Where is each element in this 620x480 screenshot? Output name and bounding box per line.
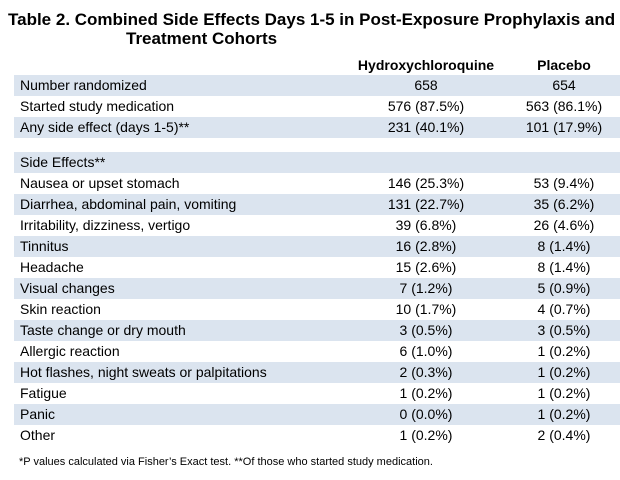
row-hcq-value: 2 (0.3%) [344,362,508,383]
row-placebo-value: 1 (0.2%) [508,404,620,425]
row-placebo-value: 1 (0.2%) [537,385,591,401]
table-title-line2: Treatment Cohorts [126,29,278,48]
table-row: Nausea or upset stomach 146 (25.3%) 53 (9.… [14,173,620,194]
table-row: Visual changes 7 (1.2%) 5 (0.9%) [14,278,620,299]
row-label: Headache [20,259,84,275]
row-label: Skin reaction [20,301,101,317]
row-hcq-value: 146 (25.3%) [387,175,465,191]
row-hcq-value: 231 (40.1%) [344,117,508,138]
table-row-any-side-effect: Any side effect (days 1-5)** 231 (40.1%)… [14,117,620,138]
row-placebo-value: 1 (0.2%) [508,362,620,383]
row-placebo-value: 53 (9.4%) [533,175,595,191]
row-placebo-value: 8 (1.4%) [508,236,620,257]
row-label: Irritability, dizziness, vertigo [20,217,191,233]
row-label: Hot flashes, night sweats or palpitation… [14,362,344,383]
row-label: Diarrhea, abdominal pain, vomiting [14,194,344,215]
table-row-started-medication: Started study medication 576 (87.5%) 563… [14,96,620,117]
row-label: Nausea or upset stomach [20,175,180,191]
header-label-cell [14,55,344,75]
row-hcq-value: 3 (0.5%) [344,320,508,341]
table-spacer-row [14,138,620,152]
row-placebo-value: 3 (0.5%) [508,320,620,341]
row-hcq-value: 6 (1.0%) [399,343,453,359]
row-label: Allergic reaction [20,343,120,359]
row-placebo-value: 654 [508,75,620,96]
row-hcq-value: 1 (0.2%) [399,385,453,401]
footnote: *P values calculated via Fisher’s Exact … [19,456,433,468]
row-placebo-value: 101 (17.9%) [508,117,620,138]
table-row: Hot flashes, night sweats or palpitation… [14,362,620,383]
table-row: Allergic reaction 6 (1.0%) 1 (0.2%) [14,341,620,362]
row-label: Taste change or dry mouth [14,320,344,341]
table-row: Diarrhea, abdominal pain, vomiting 131 (2… [14,194,620,215]
row-hcq-value: 15 (2.6%) [395,259,457,275]
row-placebo-value: 8 (1.4%) [537,259,591,275]
table-row: Tinnitus 16 (2.8%) 8 (1.4%) [14,236,620,257]
row-hcq-value: 576 (87.5%) [387,98,465,114]
row-label: Number randomized [14,75,344,96]
table-row: Irritability, dizziness, vertigo 39 (6.8%… [14,215,620,236]
table-row: Panic 0 (0.0%) 1 (0.2%) [14,404,620,425]
row-hcq-value: 16 (2.8%) [344,236,508,257]
row-label: Started study medication [20,98,175,114]
row-hcq-value: 658 [344,75,508,96]
row-hcq-value: 0 (0.0%) [344,404,508,425]
row-label: Fatigue [20,385,67,401]
table-title: Table 2. Combined Side Effects Days 1-5 … [8,10,620,48]
row-hcq-value: 1 (0.2%) [399,427,453,443]
header-hydroxychloroquine: Hydroxychloroquine [357,57,495,73]
table-row: Skin reaction 10 (1.7%) 4 (0.7%) [14,299,620,320]
table-row: Other 1 (0.2%) 2 (0.4%) [14,425,620,446]
row-placebo-value: 35 (6.2%) [508,194,620,215]
row-label: Any side effect (days 1-5)** [14,117,344,138]
table-row: Taste change or dry mouth 3 (0.5%) 3 (0.5%… [14,320,620,341]
row-placebo-value: 5 (0.9%) [508,278,620,299]
row-label: Other [20,427,56,443]
table-header-row: Hydroxychloroquine Placebo [14,55,620,75]
row-label: Panic [14,404,344,425]
row-placebo-value: 2 (0.4%) [537,427,591,443]
row-label: Tinnitus [14,236,344,257]
header-placebo: Placebo [537,57,591,73]
row-hcq-value: 39 (6.8%) [395,217,457,233]
row-placebo-value: 563 (86.1%) [525,98,603,114]
section-label: Side Effects** [14,152,344,173]
table-row-section-side-effects: Side Effects** [14,152,620,173]
table-row-number-randomized: Number randomized 658 654 [14,75,620,96]
row-placebo-value: 4 (0.7%) [537,301,591,317]
row-hcq-value: 131 (22.7%) [344,194,508,215]
row-label: Visual changes [14,278,344,299]
table-title-line1: Table 2. Combined Side Effects Days 1-5 … [8,10,616,29]
row-hcq-value: 10 (1.7%) [395,301,457,317]
row-hcq-value: 7 (1.2%) [344,278,508,299]
row-placebo-value: 26 (4.6%) [533,217,595,233]
table-row: Fatigue 1 (0.2%) 1 (0.2%) [14,383,620,404]
table-row: Headache 15 (2.6%) 8 (1.4%) [14,257,620,278]
row-placebo-value: 1 (0.2%) [537,343,591,359]
side-effects-table: Hydroxychloroquine Placebo Number random… [14,55,620,446]
